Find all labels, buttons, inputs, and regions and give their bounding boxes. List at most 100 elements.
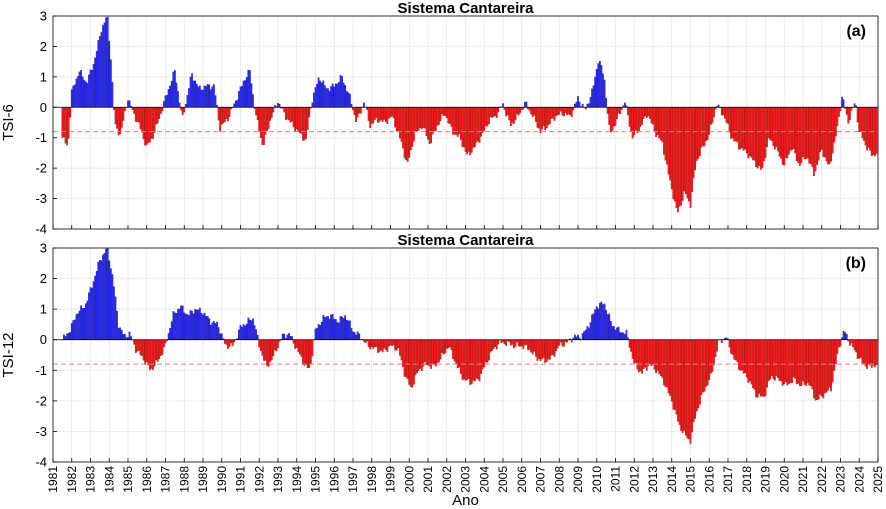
bar <box>291 107 293 122</box>
x-tick-label: 2002 <box>440 466 454 493</box>
bar <box>317 77 320 108</box>
bar <box>495 107 498 118</box>
bar <box>614 107 617 126</box>
panel-a-title: Sistema Cantareira <box>398 0 535 17</box>
bar <box>809 339 812 387</box>
bar <box>209 89 212 108</box>
panel-b-y-axis-label: TSI-12 <box>0 332 17 377</box>
bar <box>138 107 140 123</box>
bar <box>331 83 334 108</box>
bar <box>595 69 598 108</box>
bar <box>814 107 817 172</box>
bar <box>700 107 703 148</box>
bar <box>341 76 343 108</box>
bar <box>772 339 775 380</box>
x-tick-label: 2006 <box>515 466 529 493</box>
bar <box>102 254 104 340</box>
bar <box>792 339 795 377</box>
bar <box>419 107 422 128</box>
bar <box>534 107 537 122</box>
bar <box>306 107 309 130</box>
bar <box>369 107 372 128</box>
bar <box>831 339 834 383</box>
bar <box>467 107 470 152</box>
bar <box>545 339 548 362</box>
bar <box>267 107 270 129</box>
bar <box>95 51 98 108</box>
bar <box>467 339 470 379</box>
bar <box>166 95 168 108</box>
bar <box>306 339 309 368</box>
bar <box>283 107 286 113</box>
bar <box>259 107 262 138</box>
bar <box>141 107 143 133</box>
bar <box>392 339 395 346</box>
bar <box>802 339 804 382</box>
bar <box>172 311 175 340</box>
bar <box>630 107 632 132</box>
bar <box>430 107 432 144</box>
bar <box>553 107 556 121</box>
bar <box>208 84 211 108</box>
bar <box>345 91 348 108</box>
bar <box>447 107 450 124</box>
bar <box>116 107 118 129</box>
bar <box>616 107 618 120</box>
bar <box>105 248 107 340</box>
bar <box>864 339 867 367</box>
x-tick-label: 2010 <box>590 466 604 493</box>
bar <box>833 339 836 371</box>
bar <box>64 107 67 144</box>
x-tick-label: 1991 <box>234 466 248 493</box>
bar <box>200 89 203 108</box>
bar <box>816 107 818 166</box>
bar <box>817 107 820 161</box>
bar <box>863 107 865 141</box>
bar <box>183 312 186 340</box>
bar <box>477 339 479 380</box>
bar <box>784 107 787 158</box>
bar <box>164 95 167 108</box>
bar <box>734 339 737 361</box>
bar <box>233 103 236 108</box>
bar <box>616 327 618 340</box>
bar <box>575 101 578 108</box>
bar <box>695 339 698 412</box>
bar <box>188 315 190 340</box>
bar <box>174 70 176 108</box>
bar <box>574 103 576 108</box>
bar <box>508 107 511 121</box>
bar <box>320 322 323 340</box>
bar <box>356 331 359 340</box>
bar <box>681 107 684 201</box>
bar <box>445 107 448 119</box>
bar <box>530 339 532 353</box>
bar <box>763 339 765 397</box>
bar <box>569 107 572 116</box>
bar <box>788 107 790 155</box>
bar <box>97 261 100 340</box>
bar <box>855 339 857 353</box>
bar <box>536 107 539 128</box>
bar <box>175 82 178 108</box>
bar <box>145 339 148 363</box>
bar <box>759 339 762 397</box>
bar <box>313 92 315 108</box>
x-tick-label: 1997 <box>346 466 360 493</box>
bar <box>428 107 431 144</box>
bar <box>338 322 340 340</box>
bar <box>511 107 514 123</box>
bar <box>695 107 698 161</box>
bar <box>431 107 434 135</box>
bar <box>247 317 250 340</box>
bar <box>781 107 784 165</box>
bar <box>683 339 686 431</box>
x-tick-label: 2017 <box>721 466 735 493</box>
bar <box>333 319 336 340</box>
bar <box>609 321 612 340</box>
bar <box>159 107 162 114</box>
bar <box>180 107 182 111</box>
bar <box>664 339 667 387</box>
x-tick-label: 2024 <box>852 466 866 493</box>
bar <box>527 339 529 351</box>
